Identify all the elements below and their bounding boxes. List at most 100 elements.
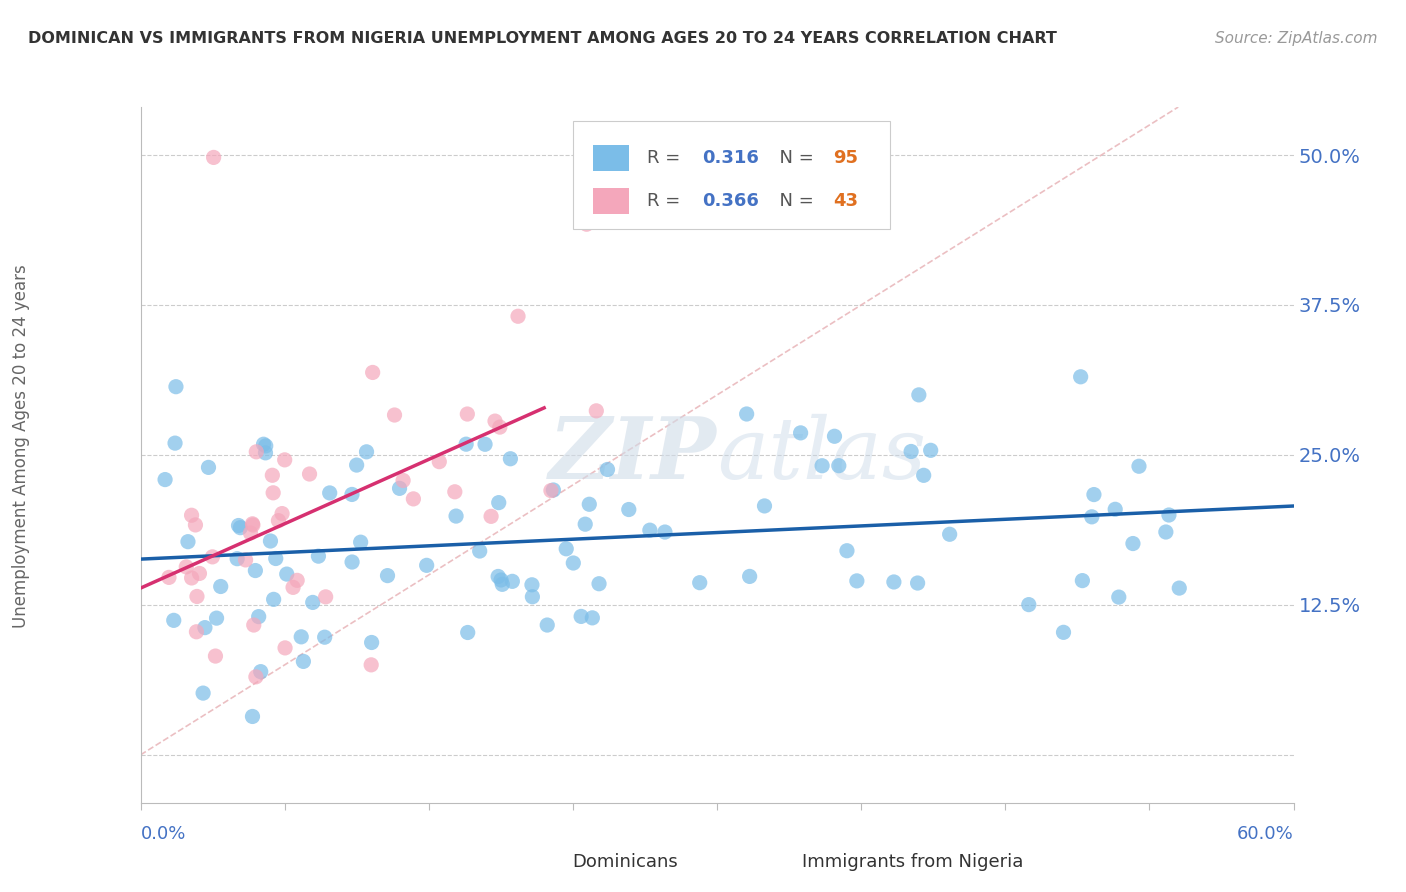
- Point: [392, 474, 415, 488]
- Point: [1083, 487, 1105, 501]
- Point: [474, 437, 496, 451]
- Point: [262, 485, 284, 500]
- Point: [845, 574, 868, 588]
- Point: [276, 567, 298, 582]
- Point: [1122, 536, 1144, 550]
- Point: [361, 366, 384, 380]
- Point: [360, 657, 382, 672]
- Text: Immigrants from Nigeria: Immigrants from Nigeria: [803, 853, 1024, 871]
- Point: [249, 665, 271, 679]
- Point: [907, 576, 929, 591]
- Point: [501, 574, 523, 589]
- Point: [638, 523, 661, 537]
- Point: [828, 458, 851, 473]
- FancyBboxPatch shape: [574, 121, 890, 229]
- Point: [281, 580, 304, 594]
- Point: [204, 649, 226, 664]
- Text: N =: N =: [768, 192, 820, 210]
- Point: [596, 462, 619, 476]
- Point: [491, 577, 513, 591]
- Point: [588, 576, 610, 591]
- Point: [262, 468, 284, 483]
- Point: [486, 569, 509, 583]
- Point: [912, 468, 935, 483]
- Point: [245, 670, 267, 684]
- Point: [301, 595, 323, 609]
- Point: [202, 150, 225, 164]
- Text: R =: R =: [647, 192, 686, 210]
- Point: [654, 524, 676, 539]
- Point: [735, 407, 758, 421]
- Point: [242, 618, 264, 632]
- Text: R =: R =: [647, 149, 686, 167]
- Text: Source: ZipAtlas.com: Source: ZipAtlas.com: [1215, 31, 1378, 46]
- Point: [456, 407, 478, 421]
- Point: [205, 611, 228, 625]
- Point: [581, 611, 603, 625]
- Point: [180, 571, 202, 585]
- Point: [456, 437, 478, 451]
- Point: [585, 404, 607, 418]
- Point: [1070, 369, 1092, 384]
- Point: [263, 592, 285, 607]
- Point: [488, 495, 510, 509]
- Point: [443, 484, 465, 499]
- Text: Dominicans: Dominicans: [572, 853, 678, 871]
- Point: [444, 509, 467, 524]
- Point: [536, 618, 558, 632]
- Text: 0.316: 0.316: [702, 149, 759, 167]
- Point: [254, 439, 277, 453]
- Point: [356, 445, 378, 459]
- Point: [468, 544, 491, 558]
- Point: [298, 467, 321, 481]
- Point: [315, 590, 337, 604]
- Point: [938, 527, 960, 541]
- Point: [1081, 509, 1104, 524]
- Point: [377, 568, 399, 582]
- Point: [920, 443, 942, 458]
- Point: [479, 509, 502, 524]
- Point: [209, 579, 232, 593]
- Point: [522, 590, 544, 604]
- Point: [174, 560, 197, 574]
- Point: [562, 556, 585, 570]
- Point: [307, 549, 329, 563]
- Point: [259, 534, 281, 549]
- Point: [318, 486, 340, 500]
- Point: [165, 380, 187, 394]
- Point: [617, 502, 640, 516]
- Point: [194, 621, 217, 635]
- Point: [201, 549, 224, 564]
- Point: [488, 420, 510, 434]
- Point: [499, 451, 522, 466]
- Text: ZIP: ZIP: [550, 413, 717, 497]
- Point: [883, 574, 905, 589]
- Point: [402, 491, 425, 506]
- Point: [415, 558, 437, 573]
- Point: [900, 444, 922, 458]
- Point: [506, 310, 529, 324]
- Point: [245, 445, 267, 459]
- Point: [346, 458, 368, 472]
- Point: [242, 518, 264, 533]
- Text: 95: 95: [834, 149, 859, 167]
- Point: [824, 429, 846, 443]
- Text: Unemployment Among Ages 20 to 24 years: Unemployment Among Ages 20 to 24 years: [13, 264, 30, 628]
- Point: [484, 414, 506, 428]
- Point: [555, 541, 578, 556]
- Point: [186, 590, 208, 604]
- Point: [163, 613, 186, 627]
- Point: [1071, 574, 1094, 588]
- Point: [247, 609, 270, 624]
- Point: [239, 525, 262, 540]
- Point: [271, 507, 294, 521]
- Point: [163, 436, 186, 450]
- Point: [274, 640, 297, 655]
- Text: 60.0%: 60.0%: [1237, 825, 1294, 843]
- Point: [290, 630, 312, 644]
- Point: [242, 516, 264, 531]
- Point: [188, 566, 211, 581]
- Point: [245, 564, 267, 578]
- Point: [242, 709, 264, 723]
- Point: [273, 453, 295, 467]
